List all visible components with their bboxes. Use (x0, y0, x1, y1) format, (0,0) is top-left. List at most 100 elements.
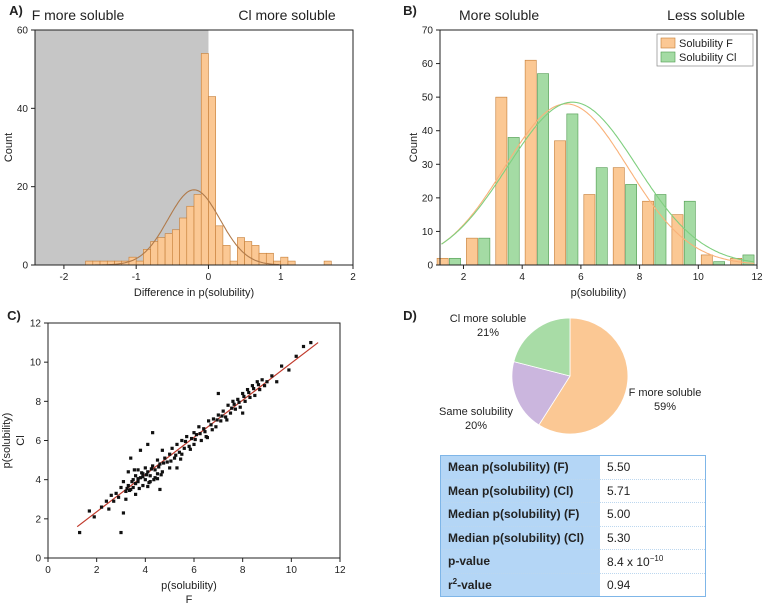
scatter-point (207, 419, 211, 423)
scatter-point (174, 453, 178, 457)
pie-slice (511, 361, 571, 426)
scatter-point (153, 476, 157, 480)
scatter-point (180, 438, 184, 443)
scatter-point (147, 481, 151, 485)
scatter-point (211, 417, 216, 421)
panel-b-xtick-label: 4 (519, 272, 525, 283)
scatter-point (132, 468, 136, 472)
panel-a-ytick-label: 60 (17, 26, 29, 37)
stat-value: 8.4 x 10−10 (600, 549, 706, 574)
scatter-point (165, 460, 169, 464)
scatter-point (137, 486, 141, 491)
scatter-point (255, 380, 259, 384)
p-value-exponent: −10 (649, 553, 664, 563)
histogram-bar (186, 205, 195, 266)
grouped-bar (700, 254, 713, 266)
scatter-point (301, 344, 306, 349)
panel-c-xtick-label: 6 (191, 565, 197, 576)
scatter-point (161, 461, 166, 465)
stat-label: Mean p(solubility) (F) (440, 455, 600, 480)
scatter-point (131, 485, 135, 490)
scatter-point (233, 407, 237, 411)
scatter-point (216, 391, 220, 396)
histogram-bar (135, 260, 144, 266)
scatter-point (280, 364, 284, 368)
stat-label: p-value (440, 549, 600, 574)
scatter-point (163, 456, 167, 460)
scatter-point (168, 452, 172, 456)
scatter-point (153, 468, 157, 472)
scatter-point (116, 495, 121, 499)
panel-a-normal-fit (78, 189, 280, 266)
scatter-point (157, 465, 161, 469)
scatter-point (99, 505, 104, 509)
scatter-point (87, 509, 91, 513)
scatter-point (247, 390, 251, 395)
panel-a-axes (34, 29, 354, 266)
panel-b-xlabel: p(solubility) (571, 287, 627, 299)
stat-value: 5.50 (600, 455, 706, 480)
pie-slice-label: Same solubility (439, 406, 513, 418)
panel-a-xlabel: Difference in p(solubility) (134, 287, 254, 299)
scatter-point (221, 409, 225, 413)
grouped-bar (642, 200, 654, 266)
scatter-point (127, 488, 132, 493)
scatter-point (148, 474, 152, 478)
grouped-bar (583, 194, 596, 266)
legend-entry: Solubility F (679, 38, 733, 50)
histogram-bar (208, 96, 216, 266)
grouped-bar (436, 257, 449, 266)
grouped-bar (449, 257, 461, 266)
panel-b-ytick-label: 50 (422, 93, 434, 104)
scatter-point (270, 374, 274, 378)
histogram-bar (164, 233, 173, 266)
legend-swatch (660, 51, 676, 63)
panel-a-ytick-label: 40 (17, 104, 29, 115)
stat-label: Median p(solubility) (Cl) (440, 526, 600, 550)
scatter-point (158, 487, 162, 492)
stat-value: 0.94 (600, 573, 706, 597)
scatter-point (248, 395, 252, 400)
scatter-point (250, 384, 254, 388)
panel-b-xtick-label: 8 (637, 272, 643, 283)
scatter-point (185, 434, 189, 439)
histogram-bar (172, 229, 180, 266)
scatter-point (134, 481, 138, 486)
scatter-point (224, 415, 228, 419)
scatter-point (209, 423, 213, 427)
histogram-bar (323, 260, 332, 266)
scatter-point (160, 470, 164, 474)
scatter-point (228, 411, 233, 415)
scatter-point (205, 435, 209, 440)
table-row: Mean p(solubility) (F) 5.50 (440, 455, 706, 480)
scatter-point (203, 430, 207, 434)
scatter-point (232, 402, 236, 406)
panel-b-left-region-label: More soluble (459, 7, 539, 23)
scatter-point (160, 448, 164, 452)
scatter-point (241, 391, 245, 396)
histogram-bar (85, 260, 94, 266)
scatter-point (192, 442, 196, 447)
scatter-point (134, 474, 138, 478)
scatter-point (104, 499, 108, 503)
scatter-point (155, 472, 160, 476)
panel-a-xtick-label: 1 (278, 272, 284, 283)
grouped-bar (683, 200, 696, 266)
panel-a-xtick-label: -1 (132, 272, 141, 283)
scatter-point (265, 380, 269, 384)
panel-a-label: A) (9, 3, 23, 18)
stat-value: 5.71 (600, 479, 706, 503)
pie-slice-percent: 59% (654, 401, 676, 413)
panel-a-left-region-label: F more soluble (32, 7, 125, 23)
scatter-point (152, 478, 156, 482)
scatter-point (119, 485, 123, 490)
stat-label: Median p(solubility) (F) (440, 502, 600, 527)
histogram-bar (287, 260, 296, 266)
scatter-point (119, 530, 123, 535)
histogram-bar (229, 260, 238, 266)
grouped-bar (612, 167, 625, 266)
scatter-point (226, 403, 230, 407)
scatter-point (130, 480, 134, 484)
panel-c-xsublabel: F (186, 594, 193, 606)
histogram-bar (200, 53, 209, 266)
